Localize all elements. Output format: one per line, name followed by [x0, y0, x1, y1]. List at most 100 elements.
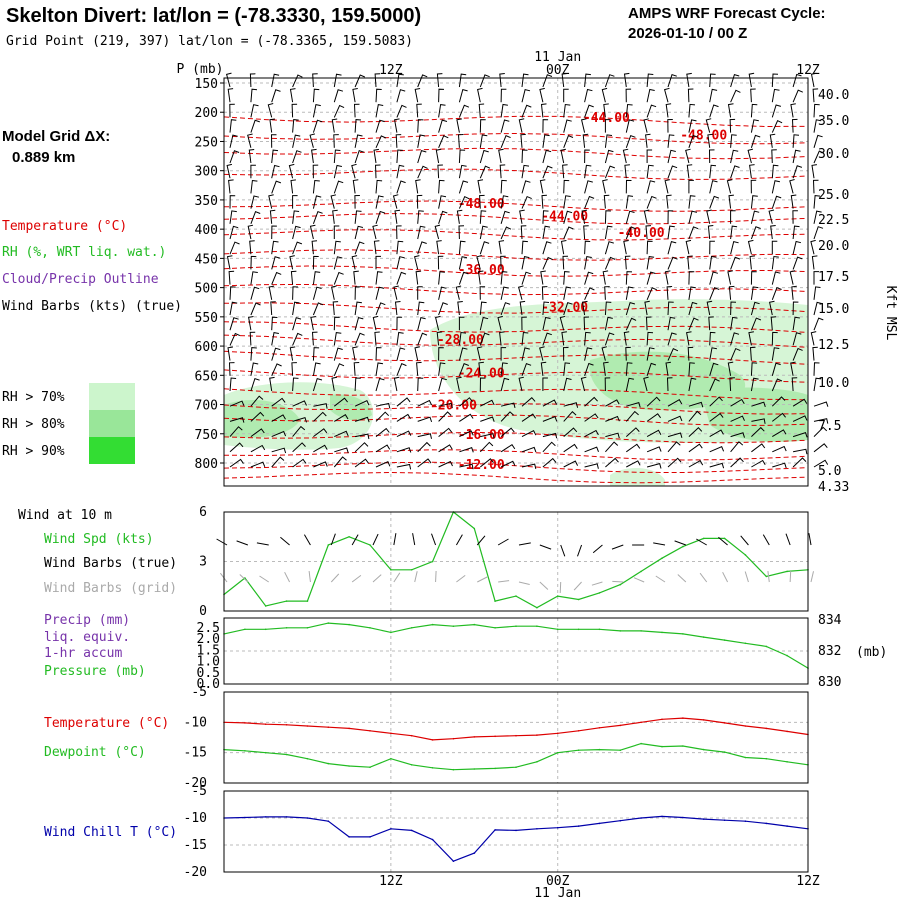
pressure-line-point [556, 628, 559, 631]
wind-barb [271, 149, 279, 164]
wind-barb [519, 300, 526, 316]
wind-barb [333, 271, 344, 285]
wind-barb [480, 399, 495, 407]
temperature-line-point [515, 734, 517, 737]
wind-barb [584, 362, 594, 376]
wind-barb [372, 315, 379, 331]
wind-barb [478, 103, 485, 118]
wind-barb [438, 347, 444, 361]
wind-barb [605, 432, 620, 439]
wind-barbs-true-legend: Wind Barbs (true) [44, 556, 177, 571]
wind-barb [438, 302, 448, 316]
wind-barb [436, 240, 442, 255]
wind-barb [375, 302, 386, 316]
wind-barb [438, 119, 448, 133]
wind-barb [459, 446, 474, 453]
wind-barb [812, 346, 818, 361]
wind-barb [438, 271, 445, 285]
wind-panel: 6 3 0 [199, 505, 814, 619]
isotherm-label: -44.00 [583, 111, 630, 126]
wind-barb [622, 148, 629, 164]
wind-barb [271, 256, 281, 270]
precip-tick-label: 0.5 [197, 666, 220, 681]
grid-wind-barb [308, 571, 311, 583]
wind-barb [521, 180, 531, 194]
wind-barb [813, 286, 821, 300]
wind-barb [292, 195, 298, 209]
wind-chill-line-point [598, 822, 601, 825]
wind-barb [562, 255, 569, 270]
wind-barb [604, 225, 613, 240]
wind-barb [438, 377, 447, 392]
wind-barb [393, 376, 400, 392]
wind-barb [542, 316, 551, 331]
wind-barb [563, 410, 577, 422]
wind-barb [667, 149, 676, 164]
dewpoint-line-point [244, 750, 246, 752]
wind-barb [542, 225, 551, 240]
wind-barb [709, 331, 716, 346]
wind-barb [458, 88, 468, 103]
wind-barb [521, 256, 530, 270]
wind-barb [477, 87, 483, 103]
wind-barb [625, 134, 636, 148]
wind-chill-line-point [390, 828, 392, 830]
temperature-panel-legend: Temperature (°C) [44, 716, 169, 731]
pressure-tick-label: 200 [195, 106, 218, 121]
wind-chill-line-point [786, 825, 788, 827]
pressure-line-point [682, 633, 684, 635]
isotherm-line [223, 200, 809, 212]
wind-barb [604, 286, 610, 300]
wind-barb [250, 271, 258, 285]
temperature-dewpoint-panel: -5 -10 -15 -20 [184, 685, 809, 791]
pressure-line-point [327, 622, 330, 624]
wind-barb [415, 179, 421, 194]
wind-barb [625, 346, 631, 361]
wind-barb [688, 195, 696, 209]
dewpoint-line-point [702, 748, 705, 751]
wind-barb [354, 286, 361, 300]
wind-barb [247, 133, 253, 148]
wind-barb [771, 180, 780, 194]
wind-barb [602, 179, 608, 194]
wind-barb [438, 88, 445, 103]
wind-barb [417, 210, 424, 224]
wind-barb [643, 209, 650, 224]
wind-barb [292, 134, 301, 148]
wind-barb [438, 195, 447, 209]
wind-barb [313, 461, 328, 468]
rh-region [700, 387, 808, 442]
temperature-line-point [598, 727, 601, 729]
wind-barb [228, 270, 235, 285]
wind-barb [772, 429, 787, 438]
true-wind-barb [303, 534, 311, 546]
wind-barb [709, 255, 717, 270]
wind-barb [271, 430, 287, 438]
time-tick-label-bottom: 12Z [796, 874, 820, 889]
wind-speed-line-point [431, 560, 434, 563]
wind-barb [520, 133, 526, 148]
wind-barb [709, 362, 719, 376]
dewpoint-line-point [369, 766, 371, 768]
wind-chill-line-point [702, 818, 705, 820]
liq-equiv-legend: liq. equiv. [44, 630, 130, 645]
wind-barb [394, 209, 401, 224]
wind-barb [791, 285, 797, 300]
wind-barb [667, 134, 675, 148]
wind-barb [313, 411, 327, 422]
wind-barb [563, 271, 570, 285]
wind-barb [810, 239, 816, 255]
wind-barb [625, 179, 632, 194]
rh-region [224, 400, 300, 438]
wind-barb [750, 195, 758, 209]
true-wind-barb [372, 533, 379, 546]
wind-barb [226, 255, 233, 270]
wind-barb [479, 301, 487, 316]
wind-barb [646, 396, 661, 407]
wind-barb [290, 270, 297, 285]
height-tick-label: 12.5 [818, 338, 849, 353]
wind-barb [312, 119, 323, 133]
wind-barb [438, 427, 453, 437]
wind-barb [749, 164, 755, 179]
dewpoint-line-point [473, 768, 476, 770]
